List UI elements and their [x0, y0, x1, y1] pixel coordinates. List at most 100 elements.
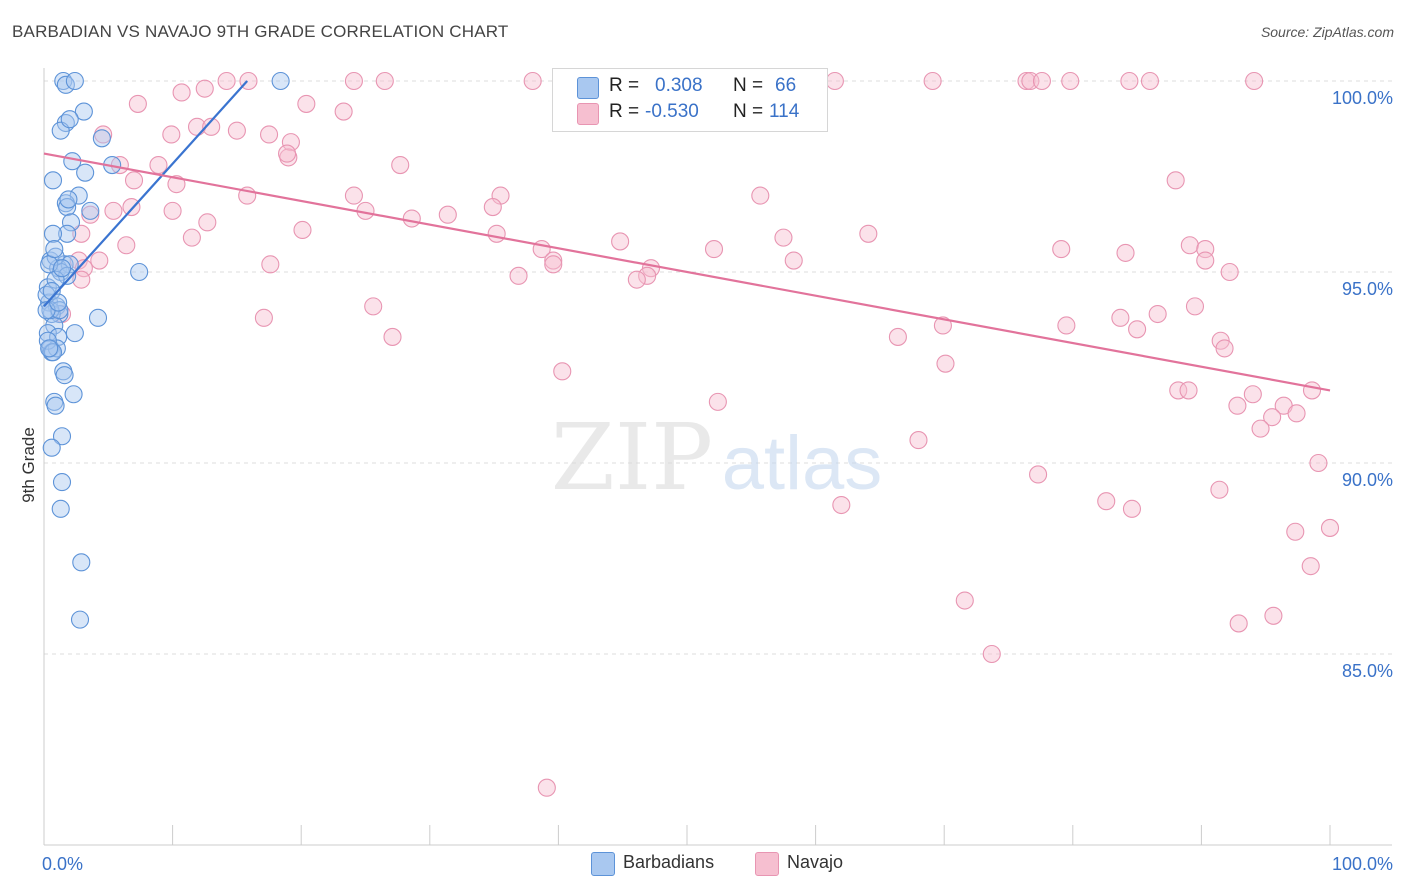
navajo-point — [1309, 453, 1328, 473]
navajo-point — [1196, 251, 1215, 270]
navajo-point — [163, 201, 182, 220]
barbadians-swatch — [591, 852, 615, 876]
barbadian-point — [74, 102, 93, 121]
navajo-trend-line — [43, 152, 1331, 392]
navajo-point — [859, 224, 878, 243]
navajo-point — [281, 133, 300, 152]
legend-r-value: -0.530 — [645, 101, 699, 122]
navajo-point — [227, 121, 246, 140]
navajo-point — [888, 327, 907, 346]
barbadian-point — [59, 190, 78, 209]
barbadian-point — [52, 259, 72, 278]
navajo-point — [509, 266, 528, 285]
navajo-point — [1263, 408, 1282, 427]
navajo-point — [523, 71, 542, 91]
navajo-point — [1169, 381, 1188, 400]
x-tick-label-start: 0.0% — [42, 854, 83, 874]
navajo-point — [195, 79, 214, 98]
y-axis-label: 9th Grade — [19, 427, 38, 503]
navajo-point — [364, 297, 383, 316]
navajo-point — [1210, 480, 1229, 499]
navajo-point — [254, 308, 273, 327]
stats-legend: R = 0.308 N = 66 R = -0.530 N = 114 — [552, 68, 828, 132]
navajo-point — [278, 144, 297, 163]
barbadian-point — [52, 473, 72, 492]
navajo-point — [128, 94, 147, 113]
navajo-point — [167, 175, 186, 194]
barbadian-point — [60, 110, 79, 129]
navajo-point — [1251, 419, 1270, 438]
navajo-point — [72, 270, 91, 289]
navajo-point — [72, 224, 91, 243]
legend-n-label: N = — [733, 75, 764, 96]
barbadian-point — [42, 282, 61, 301]
navajo-point — [1185, 297, 1205, 316]
navajo-point — [1220, 262, 1239, 282]
bottom-legend-navajo[interactable]: Navajo — [755, 851, 865, 876]
barbadian-point — [81, 201, 100, 220]
navajo-point — [1180, 236, 1199, 255]
barbadian-points — [37, 71, 290, 629]
navajo-point — [297, 94, 316, 113]
legend-row-barbadians: R = 0.308 N = 66 — [577, 75, 817, 99]
navajo-swatch — [755, 852, 779, 876]
navajo-point — [259, 125, 279, 144]
barbadian-point — [130, 262, 149, 282]
x-tick-label-end: 100.0% — [1332, 854, 1393, 874]
watermark-zip: ZIP — [551, 404, 713, 511]
barbadian-point — [51, 499, 70, 518]
tick-labels: 85.0% 90.0% 95.0% 100.0% 0.0% 100.0% — [42, 88, 1393, 874]
barbadian-point — [43, 224, 63, 243]
navajo-point — [1029, 465, 1048, 484]
navajo-point — [611, 232, 630, 251]
navajo-point — [1215, 339, 1234, 358]
navajo-point — [1122, 499, 1142, 518]
navajo-point — [182, 228, 201, 247]
navajo-point — [344, 186, 363, 205]
legend-r-label: R = — [609, 75, 640, 96]
bottom-legend-barbadians[interactable]: Barbadians — [591, 851, 741, 876]
barbadian-point — [50, 301, 69, 320]
navajo-point — [344, 71, 363, 91]
barbadian-point — [70, 610, 90, 629]
navajo-point — [1264, 606, 1283, 625]
trend-lines — [43, 80, 1331, 392]
navajo-point — [544, 251, 563, 270]
barbadian-point — [58, 198, 77, 217]
navajo-point — [375, 71, 394, 91]
legend-swatch-pink — [577, 103, 599, 125]
barbadian-point — [42, 438, 61, 457]
barbadian-point — [46, 270, 65, 289]
navajo-point — [638, 266, 657, 285]
barbadian-point — [76, 163, 95, 182]
legend-n-value: 66 — [775, 75, 797, 96]
grid-lines — [44, 80, 1392, 655]
navajo-point — [1140, 71, 1160, 91]
navajo-point — [1286, 522, 1305, 541]
navajo-point — [1148, 304, 1167, 324]
navajo-point — [544, 255, 563, 274]
navajo-point — [1243, 385, 1262, 404]
barbadian-point — [65, 324, 84, 343]
navajo-point — [909, 431, 928, 450]
legend-r-value: 0.308 — [655, 75, 703, 96]
y-tick-label: 100.0% — [1332, 88, 1393, 108]
navajo-point — [1320, 518, 1340, 537]
navajo-point — [1166, 171, 1185, 190]
barbadians-label: Barbadians — [623, 852, 715, 872]
navajo-point — [537, 778, 556, 797]
barbadian-point — [58, 224, 77, 243]
navajo-point — [438, 205, 457, 224]
navajo-point — [198, 213, 217, 232]
navajo-point — [627, 270, 646, 289]
navajo-point — [391, 155, 410, 175]
navajo-point — [825, 71, 844, 91]
navajo-point — [1120, 71, 1139, 91]
navajo-point — [1052, 240, 1071, 259]
navajo-point — [1097, 492, 1116, 511]
navajo-point — [1301, 557, 1320, 576]
navajo-point — [936, 354, 955, 373]
barbadian-point — [55, 366, 74, 385]
navajo-point — [1128, 320, 1147, 339]
navajo-point — [162, 125, 181, 144]
